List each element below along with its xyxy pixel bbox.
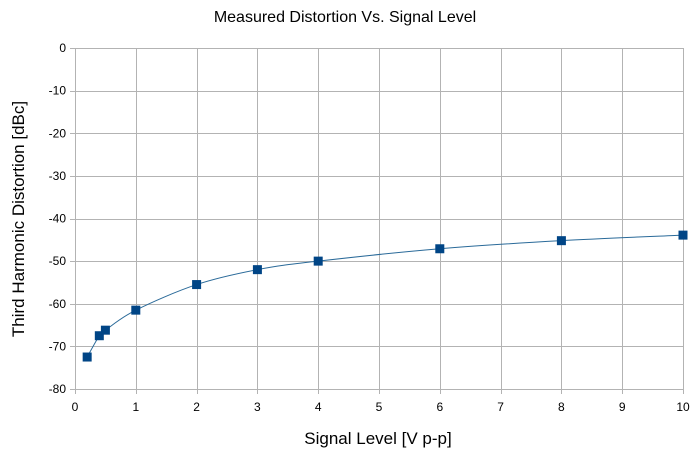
data-point	[313, 256, 323, 266]
y-tick-label: -30	[49, 169, 67, 183]
data-point	[94, 331, 104, 341]
tick-labels: 0 1 2 3 4 5 6 7 8 9 10 0 -10 -20 -30 -40 -50 -60 -70 -80	[49, 41, 690, 414]
y-tick-label: -20	[49, 126, 67, 140]
chart-title: Measured Distortion Vs. Signal Level	[214, 9, 476, 26]
x-tick-label: 3	[254, 400, 261, 414]
x-tick-label: 4	[315, 400, 322, 414]
x-tick-label: 9	[619, 400, 626, 414]
x-tick-label: 1	[132, 400, 139, 414]
x-tick-label: 2	[193, 400, 200, 414]
y-tick-label: -60	[49, 297, 67, 311]
y-axis-label: Third Harmonic Distortion [dBc]	[9, 101, 28, 337]
y-tick-label: 0	[59, 41, 66, 55]
x-tick-label: 8	[558, 400, 565, 414]
y-tick-label: -50	[49, 254, 67, 268]
data-point	[252, 265, 262, 275]
data-point	[556, 236, 566, 246]
data-point	[678, 230, 688, 240]
y-tick-label: -80	[49, 382, 67, 396]
data-point	[192, 280, 202, 290]
x-tick-label: 6	[436, 400, 443, 414]
data-point	[100, 325, 110, 335]
x-tick-label: 0	[72, 400, 79, 414]
y-tick-label: -40	[49, 212, 67, 226]
plot-frame	[75, 48, 684, 390]
axes	[70, 48, 684, 394]
x-axis-label: Signal Level [V p-p]	[304, 429, 451, 448]
data-series	[82, 230, 688, 362]
x-tick-label: 5	[376, 400, 383, 414]
x-tick-label: 7	[497, 400, 504, 414]
y-tick-label: -70	[49, 339, 67, 353]
data-point	[131, 305, 141, 315]
data-point	[82, 352, 92, 362]
x-tick-label: 10	[676, 400, 690, 414]
y-tick-label: -10	[49, 84, 67, 98]
data-point	[435, 244, 445, 254]
